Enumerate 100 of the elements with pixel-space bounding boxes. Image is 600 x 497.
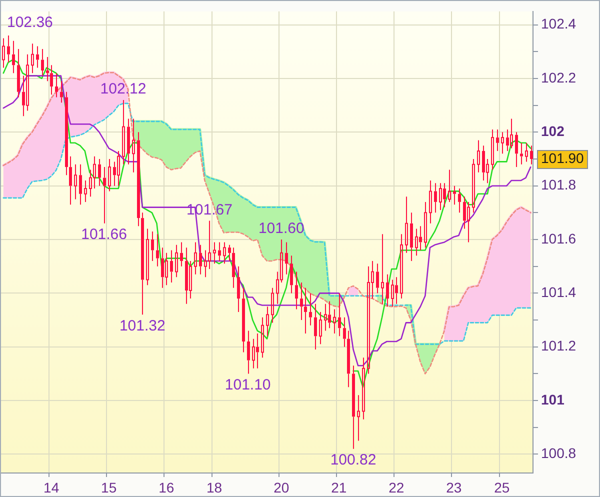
candlestick [60, 80, 63, 104]
candlestick [458, 188, 461, 214]
candlestick [170, 250, 173, 283]
candlestick [137, 132, 140, 227]
candlestick [381, 234, 384, 304]
candlestick [31, 43, 34, 74]
candlestick [12, 40, 15, 74]
candlestick [74, 164, 77, 200]
x-tick-label: 23 [446, 479, 462, 496]
candlestick [228, 244, 231, 262]
candlestick [319, 311, 322, 345]
candlestick [26, 54, 29, 112]
candlestick [50, 64, 53, 96]
candlestick [271, 287, 274, 324]
candlestick [218, 242, 221, 262]
candlestick [352, 365, 355, 450]
candlestick [314, 303, 317, 350]
candlestick [266, 306, 269, 337]
candlestick [208, 220, 211, 270]
y-tick-label: 101.8 [541, 176, 576, 193]
candlestick [36, 46, 39, 68]
candlestick [98, 158, 101, 186]
candlestick [391, 279, 394, 308]
candlestick [400, 234, 403, 300]
candlestick [309, 292, 312, 326]
candlestick [429, 180, 432, 224]
candlestick [84, 180, 87, 202]
annotation: 101.10 [224, 376, 271, 394]
x-tick-label: 21 [331, 479, 347, 496]
y-tick-label: 101.6 [541, 230, 576, 246]
candlestick [300, 282, 303, 321]
candlestick [482, 145, 485, 181]
candlestick [146, 228, 149, 286]
candlestick [69, 156, 72, 206]
candlestick [256, 332, 259, 369]
candlestick [156, 234, 159, 267]
candlestick [501, 132, 504, 154]
annotation: 100.82 [330, 451, 376, 468]
candlestick [530, 145, 533, 165]
candlestick [290, 255, 293, 294]
candlestick [127, 118, 130, 165]
candlestick [515, 132, 518, 168]
candlestick [491, 128, 494, 170]
y-tick-label: 101.2 [541, 338, 576, 354]
candlestick [415, 228, 418, 256]
x-tick-label: 25 [494, 479, 510, 496]
y-tick-label: 102 [541, 123, 565, 140]
candlestick [213, 242, 216, 264]
candlestick [7, 35, 10, 63]
x-tick-label: 15 [101, 479, 117, 496]
candlestick [419, 226, 422, 251]
y-tick-label: 101.4 [541, 284, 576, 300]
candlestick [357, 394, 360, 442]
annotation: 101.32 [119, 317, 166, 334]
candlestick [46, 56, 49, 82]
candlestick [161, 247, 164, 288]
annotation: 101.60 [258, 220, 304, 238]
candlestick [204, 250, 207, 278]
candlestick [175, 244, 178, 278]
candlestick [405, 196, 408, 254]
candlestick [285, 242, 288, 275]
candlestick [108, 158, 111, 192]
candlestick [347, 330, 350, 388]
candlestick [477, 140, 480, 173]
candlestick [386, 274, 389, 308]
candlestick [453, 185, 456, 206]
candlestick [165, 252, 168, 286]
y-tick-label: 101 [541, 391, 565, 408]
candlestick [103, 166, 106, 224]
candlestick [242, 287, 245, 353]
candlestick [525, 142, 528, 162]
candlestick [410, 212, 413, 262]
candlestick [510, 118, 513, 149]
candlestick [261, 316, 264, 358]
x-tick-label: 20 [274, 479, 290, 496]
candlestick [472, 158, 475, 214]
candlestick [2, 38, 5, 68]
candlestick [467, 201, 470, 243]
y-tick-label: 100.8 [541, 445, 576, 462]
candlestick [79, 164, 82, 206]
candlestick [328, 300, 331, 329]
candlestick [338, 292, 341, 337]
candlestick [367, 266, 370, 374]
candlestick [122, 99, 125, 165]
candlestick [223, 242, 226, 264]
x-tick-label: 22 [388, 479, 404, 496]
candlestick [117, 150, 120, 186]
candlestick [247, 330, 250, 374]
candlestick [520, 142, 523, 165]
candlestick [141, 212, 144, 316]
y-tick-label: 101.90 [541, 150, 584, 166]
candlestick [180, 242, 183, 267]
candlestick [496, 128, 499, 152]
candlestick [448, 169, 451, 202]
x-tick-label: 16 [158, 479, 174, 496]
candlestick [439, 182, 442, 210]
candlestick [333, 308, 336, 334]
candlestick [132, 118, 135, 173]
candlestick [506, 128, 509, 152]
candlestick [463, 196, 466, 230]
